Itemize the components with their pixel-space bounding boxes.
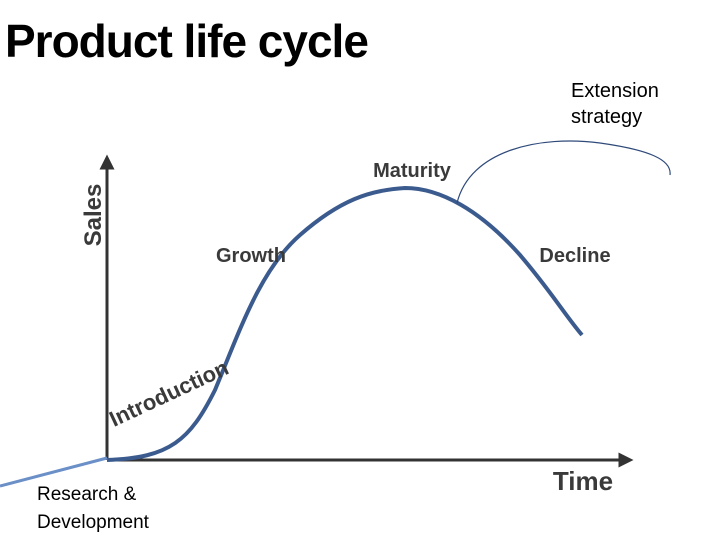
- stage-label: Decline: [539, 245, 610, 267]
- title: Product life cycle: [5, 15, 369, 67]
- x-axis-label: Time: [553, 466, 613, 496]
- extension-label: Extension strategy: [571, 80, 659, 128]
- stage-label: Maturity: [373, 160, 452, 182]
- stage-label: Growth: [216, 245, 286, 267]
- life-cycle-curve: [106, 185, 584, 462]
- y-axis-label: Sales: [80, 184, 107, 247]
- research-label: Research & Development: [37, 484, 149, 533]
- research-pointer: [0, 456, 108, 488]
- extension-arc: [456, 140, 671, 204]
